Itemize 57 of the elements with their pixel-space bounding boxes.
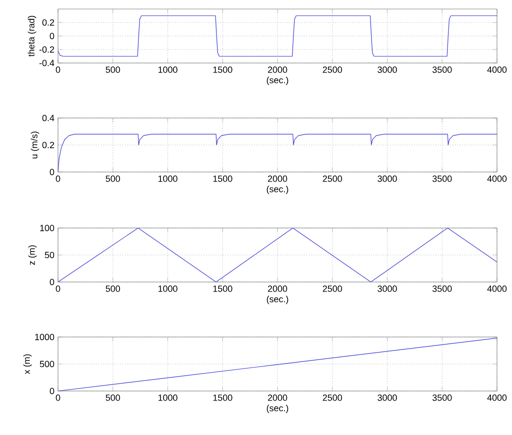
y-tick-label: 50 <box>44 252 54 258</box>
y-tick-label: 0.4 <box>42 114 54 122</box>
x-tick-label: 4000 <box>487 66 507 73</box>
x-tick-label: 2000 <box>268 286 288 292</box>
x-tick-label: 3000 <box>378 176 397 182</box>
y-axis-title: theta (rad) <box>28 16 36 57</box>
x-tick-label: 1000 <box>158 66 178 73</box>
x-tick-label: 500 <box>106 176 120 182</box>
x-tick-label: 0 <box>56 286 60 292</box>
x-axis-title: (sec.) <box>266 76 288 86</box>
x-tick-label: 1500 <box>213 176 232 182</box>
y-tick-label: -0.2 <box>39 46 54 53</box>
x-tick-label: 2000 <box>268 394 288 401</box>
y-tick-label: 0 <box>50 278 54 286</box>
y-tick-label: 500 <box>40 360 54 368</box>
x-tick-label: 1500 <box>213 286 232 292</box>
y-tick-label: 0.2 <box>42 19 54 26</box>
x-tick-label: 0 <box>56 394 60 401</box>
x-tick-label: 3000 <box>378 66 397 73</box>
x-tick-label: 1000 <box>158 176 178 182</box>
y-axis-title: x (m) <box>23 354 32 374</box>
x-tick-label: 1500 <box>213 66 232 73</box>
x-tick-label: 4000 <box>487 394 507 401</box>
x-tick-label: 2000 <box>268 176 288 182</box>
x-tick-label: 3000 <box>378 394 397 401</box>
x-tick-label: 2000 <box>268 66 288 73</box>
x-axis-title: (sec.) <box>266 186 288 194</box>
x-axis-title: (sec.) <box>266 404 288 414</box>
x-tick-label: 500 <box>106 286 120 292</box>
x-tick-label: 3500 <box>432 394 452 401</box>
y-tick-label: 1000 <box>35 334 54 340</box>
y-tick-label: 0 <box>50 388 54 394</box>
x-tick-label: 4000 <box>487 176 507 182</box>
x-tick-label: 0 <box>56 66 60 73</box>
x-tick-label: 3500 <box>432 176 452 182</box>
x-tick-label: 500 <box>106 394 120 401</box>
x-tick-label: 3500 <box>432 286 452 292</box>
y-tick-label: 0.2 <box>42 142 54 148</box>
x-tick-label: 2500 <box>322 176 342 182</box>
y-tick-label: 100 <box>40 224 54 232</box>
x-tick-label: 1000 <box>158 394 178 401</box>
x-tick-label: 2500 <box>322 394 342 401</box>
x-axis-title: (sec.) <box>266 296 288 304</box>
y-axis-title: z (m) <box>28 245 37 265</box>
x-tick-label: 4000 <box>487 286 507 292</box>
y-tick-label: 0 <box>50 32 54 40</box>
x-tick-label: 500 <box>106 66 120 73</box>
x-tick-label: 3500 <box>432 66 452 73</box>
x-tick-label: 2500 <box>322 286 342 292</box>
x-tick-label: 0 <box>56 176 60 182</box>
y-axis-title: u (m/s) <box>30 132 40 158</box>
x-tick-label: 3000 <box>378 286 397 292</box>
y-tick-label: 0 <box>50 168 54 176</box>
x-tick-label: 2500 <box>322 66 342 73</box>
y-tick-label: -0.4 <box>39 60 54 66</box>
x-tick-label: 1000 <box>158 286 178 292</box>
x-tick-label: 1500 <box>213 394 232 401</box>
